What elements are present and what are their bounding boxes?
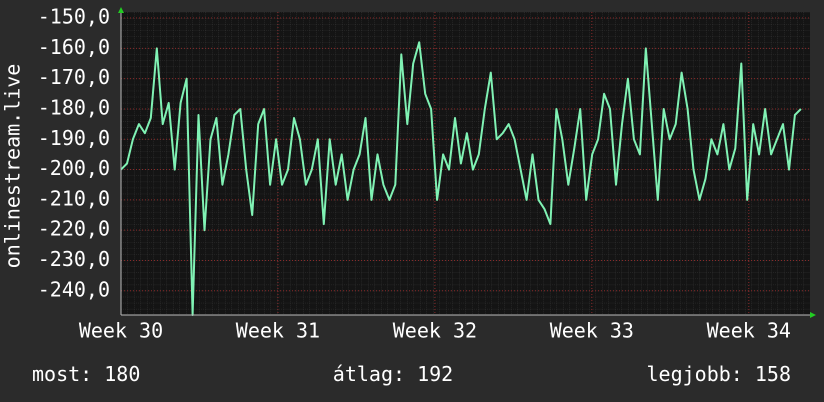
y-tick-label: -230,0: [38, 247, 110, 271]
x-tick-label: Week 34: [707, 319, 791, 343]
footer-value: 180: [104, 362, 140, 386]
footer-label: most:: [32, 362, 92, 386]
y-tick-label: -170,0: [38, 65, 110, 89]
y-tick-label: -210,0: [38, 186, 110, 210]
axis-arrow: [810, 312, 816, 318]
footer-value: 158: [755, 362, 791, 386]
y-tick-label: -160,0: [38, 35, 110, 59]
footer-label: átlag:: [333, 362, 405, 386]
y-axis-label: onlinestream.live: [1, 64, 25, 269]
y-tick-label: -220,0: [38, 217, 110, 241]
footer-stat: legjobb: 158: [647, 362, 792, 386]
line-series: [120, 41, 802, 316]
y-tick-label: -240,0: [38, 277, 110, 301]
plot-area: [121, 12, 810, 315]
y-tick-label: -180,0: [38, 95, 110, 119]
footer-stat: most: 180: [32, 362, 140, 386]
footer-stat: átlag: 192: [333, 362, 453, 386]
footer-value: 192: [417, 362, 453, 386]
x-tick-label: Week 32: [393, 319, 477, 343]
footer-label: legjobb:: [647, 362, 743, 386]
y-tick-label: -190,0: [38, 126, 110, 150]
x-tick-label: Week 31: [236, 319, 320, 343]
axis-arrow: [118, 7, 124, 13]
y-tick-label: -200,0: [38, 156, 110, 180]
x-tick-label: Week 33: [550, 319, 634, 343]
y-tick-label: -150,0: [38, 5, 110, 29]
x-tick-label: Week 30: [79, 319, 163, 343]
